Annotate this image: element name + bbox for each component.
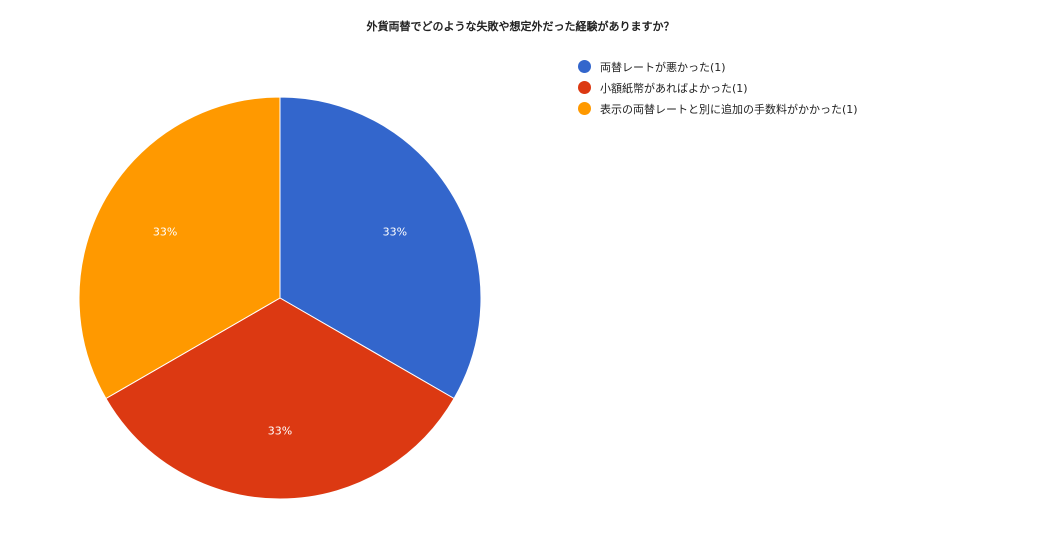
legend-item-3: 表示の両替レートと別に追加の手数料がかかった(1) — [578, 98, 858, 119]
legend: 両替レートが悪かった(1) 小額紙幣があればよかった(1) 表示の両替レートと別に追… — [578, 56, 858, 119]
legend-swatch-icon — [578, 81, 591, 94]
pie-slice-1 — [279, 96, 482, 400]
pie-slice-3 — [78, 96, 281, 400]
slice-data-label-3: 33% — [153, 226, 177, 239]
slice-data-label-2: 33% — [268, 425, 292, 438]
slice-data-label-1: 33% — [383, 226, 407, 239]
legend-label: 小額紙幣があればよかった(1) — [600, 81, 748, 95]
chart-title: 外貨両替でどのような失敗や想定外だった経験がありますか？ — [366, 20, 675, 33]
legend-swatch-icon — [578, 60, 591, 73]
legend-swatch-icon — [578, 102, 591, 115]
legend-item-2: 小額紙幣があればよかった(1) — [578, 77, 858, 98]
legend-item-1: 両替レートが悪かった(1) — [578, 56, 858, 77]
pie-slice-2 — [105, 297, 455, 500]
legend-label: 両替レートが悪かった(1) — [600, 60, 726, 74]
legend-label: 表示の両替レートと別に追加の手数料がかかった(1) — [600, 102, 858, 116]
